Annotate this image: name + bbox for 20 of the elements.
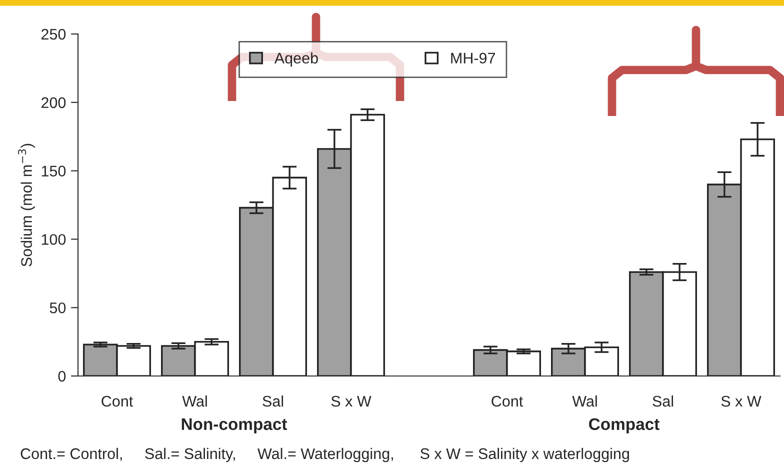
text: Cont.= Control, Sal.= Salinity, Wal.= Waterlogging, S x W = Salinity x waterlogging [20, 448, 629, 462]
x-tick-label: Cont [102, 396, 134, 407]
legend-label: Aqeeb [274, 52, 318, 67]
y-tick-label: 100 [42, 234, 66, 245]
x-tick-label: S x W [331, 396, 372, 407]
x-tick-label: Sal [652, 395, 674, 407]
x-tick-label: Wal [572, 395, 597, 407]
text: Compact [589, 418, 660, 434]
y-tick-label: 200 [41, 97, 66, 108]
y-tick-label: 150 [42, 166, 66, 176]
x-tick-label: Cont [492, 396, 524, 407]
y-tick-label: 50 [50, 302, 66, 314]
text: Non-compact [182, 418, 288, 434]
y-tick-label: 250 [41, 28, 66, 40]
x-tick-label: Wal [182, 395, 207, 407]
legend-label: MH-97 [451, 52, 495, 64]
y-axis-title: Sodium (mol m$^{−3}$) [18, 144, 35, 266]
x-tick-label: S x W [721, 396, 762, 407]
y-tick-label: 0 [58, 370, 66, 382]
x-tick-label: Sal [262, 395, 284, 407]
